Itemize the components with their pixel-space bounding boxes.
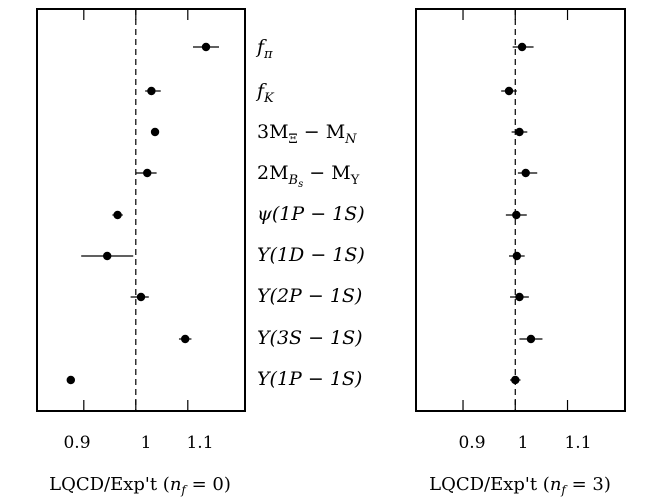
left-x-axis-title: LQCD/Exp't (nf = 0) xyxy=(49,474,231,497)
left-panel-frame xyxy=(36,8,246,412)
right-panel-frame xyxy=(415,8,626,412)
right-data-point-4 xyxy=(512,210,521,220)
label-f-pi: fπ xyxy=(255,36,273,62)
left-data-point-7 xyxy=(181,334,190,344)
label-upsilon-1p-1s: Υ(1P − 1S) xyxy=(257,368,362,390)
label-3mxi-mn: 3MΞ − MN xyxy=(257,121,357,147)
label-upsilon-2p-1s: Υ(2P − 1S) xyxy=(257,285,362,307)
left-tick-label-0.9: 0.9 xyxy=(63,433,90,453)
right-data-point-8 xyxy=(511,375,520,385)
left-data-point-5 xyxy=(103,251,112,261)
left-data-point-1 xyxy=(147,86,156,96)
right-x-axis-title: LQCD/Exp't (nf = 3) xyxy=(429,474,611,497)
left-data-point-6 xyxy=(136,292,146,302)
right-tick-label-1: 1 xyxy=(518,433,529,453)
label-2mbs-mupsilon: 2MBs − MΥ xyxy=(257,162,360,190)
right-data-point-0 xyxy=(517,42,527,52)
right-tick-label-0.9: 0.9 xyxy=(458,433,485,453)
left-tick-label-1: 1 xyxy=(141,433,152,453)
left-data-point-8 xyxy=(66,375,76,385)
right-data-point-2 xyxy=(515,127,524,137)
right-data-point-6 xyxy=(515,292,524,302)
left-data-point-3 xyxy=(143,168,152,178)
right-data-point-5 xyxy=(512,251,522,261)
left-tick-label-1.1: 1.1 xyxy=(186,433,213,453)
right-x-ticks xyxy=(462,9,569,411)
left-data-point-2 xyxy=(150,127,160,137)
left-data-point-0 xyxy=(201,42,211,52)
left-data-point-4 xyxy=(113,210,122,220)
label-upsilon-1d-1s: Υ(1D − 1S) xyxy=(257,244,365,266)
right-data-point-7 xyxy=(526,334,536,344)
label-f-k: fK xyxy=(255,80,275,106)
left-x-ticks xyxy=(83,9,189,411)
right-data-point-3 xyxy=(521,168,530,178)
label-upsilon-3s-1s: Υ(3S − 1S) xyxy=(257,327,363,349)
right-data-point-1 xyxy=(504,86,514,96)
left-data-marks xyxy=(66,42,219,385)
label-psi-1p-1s: ψ(1P − 1S) xyxy=(257,203,365,225)
right-tick-label-1.1: 1.1 xyxy=(564,433,591,453)
right-data-marks xyxy=(501,42,543,385)
